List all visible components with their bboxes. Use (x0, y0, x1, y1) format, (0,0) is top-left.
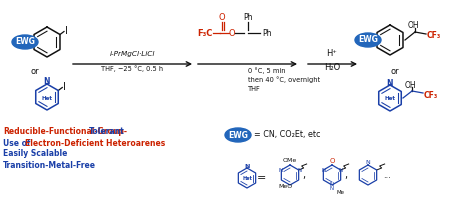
Text: Transition-Metal-Free: Transition-Metal-Free (3, 161, 96, 170)
Text: Electron-Deficient Heteroarenes: Electron-Deficient Heteroarenes (25, 138, 165, 148)
Text: O: O (228, 28, 235, 37)
Text: EWG: EWG (15, 37, 35, 46)
Ellipse shape (355, 33, 381, 47)
Text: THF: THF (248, 86, 261, 92)
Text: I: I (63, 83, 66, 92)
Text: O: O (219, 12, 225, 21)
Text: ,: , (302, 170, 306, 180)
Text: OH: OH (404, 81, 416, 90)
Text: Ph: Ph (262, 28, 272, 37)
Text: N: N (387, 78, 393, 88)
Text: EWG: EWG (358, 35, 378, 44)
Ellipse shape (12, 35, 38, 49)
Text: or: or (391, 67, 399, 76)
Text: = CN, CO₂Et, etc: = CN, CO₂Et, etc (254, 131, 320, 140)
Text: then 40 °C, overnight: then 40 °C, overnight (248, 77, 320, 83)
Text: N: N (278, 168, 283, 173)
Text: i-PrMgCl·LiCl: i-PrMgCl·LiCl (109, 51, 155, 57)
Text: N: N (298, 168, 302, 173)
Text: or: or (31, 67, 39, 76)
Text: Het: Het (42, 95, 53, 101)
Text: Tolerant: Tolerant (88, 127, 124, 136)
Text: Me: Me (337, 191, 345, 196)
Text: 0 °C, 5 min: 0 °C, 5 min (248, 68, 285, 74)
Text: Easily Scalable: Easily Scalable (3, 150, 67, 159)
Text: =: = (257, 173, 267, 183)
Text: N: N (330, 182, 334, 187)
Text: N: N (365, 159, 370, 164)
Text: MeO: MeO (278, 184, 292, 189)
Text: THF, −25 °C, 0.5 h: THF, −25 °C, 0.5 h (101, 66, 163, 72)
Text: N: N (338, 168, 343, 173)
Text: OH: OH (407, 21, 419, 30)
Text: O: O (329, 158, 335, 164)
Text: N: N (44, 78, 50, 87)
Text: H₂O: H₂O (324, 64, 340, 72)
Text: Use of: Use of (3, 138, 33, 148)
Text: N: N (321, 168, 326, 173)
Text: Reducible-Functional-Group-: Reducible-Functional-Group- (3, 127, 127, 136)
Text: F₃C: F₃C (198, 28, 213, 37)
Text: CF₃: CF₃ (427, 32, 441, 41)
Text: Het: Het (384, 97, 395, 101)
Text: Het: Het (242, 177, 252, 182)
Text: N: N (330, 187, 334, 191)
Text: I: I (65, 25, 68, 35)
Text: CF₃: CF₃ (424, 90, 438, 99)
Text: H⁺: H⁺ (327, 48, 337, 58)
Text: EWG: EWG (228, 131, 248, 140)
Ellipse shape (225, 128, 251, 142)
Text: ,: , (345, 170, 347, 180)
Text: N: N (244, 164, 250, 168)
Text: OMe: OMe (283, 159, 297, 164)
Text: Ph: Ph (243, 12, 253, 21)
Text: ...: ... (383, 171, 391, 180)
